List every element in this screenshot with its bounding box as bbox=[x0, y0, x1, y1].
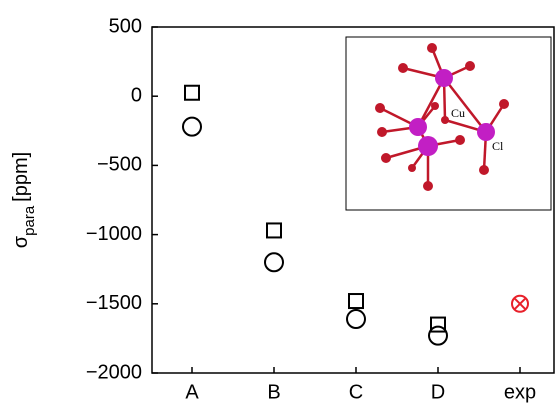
inset: Cu Cl bbox=[346, 37, 551, 210]
square-marker bbox=[185, 86, 199, 100]
y-label-unit: [ppm] bbox=[10, 152, 32, 202]
y-tick-label: 0 bbox=[131, 84, 142, 106]
square-marker bbox=[349, 294, 363, 308]
x-tick-label: A bbox=[185, 381, 199, 403]
square-marker bbox=[431, 318, 445, 332]
inset-label: Cl bbox=[492, 139, 504, 153]
x-tick-label: B bbox=[267, 381, 280, 403]
square-marker bbox=[267, 223, 281, 237]
y-tick-label: −1500 bbox=[86, 292, 142, 314]
y-tick-label: −500 bbox=[97, 154, 142, 176]
inset-frame bbox=[346, 37, 551, 210]
y-axis-label: σpara [ppm] bbox=[10, 152, 38, 248]
circle-marker bbox=[347, 310, 365, 328]
y-label-subscript: para bbox=[21, 205, 38, 236]
y-tick-label: −2000 bbox=[86, 361, 142, 383]
x-tick-label: exp bbox=[504, 381, 536, 403]
chart: σpara [ppm] Cu Cl −2000 −1500 −1000 −500 0 500… bbox=[0, 0, 555, 409]
circle-x-marker bbox=[512, 296, 528, 312]
circle-marker bbox=[183, 118, 201, 136]
x-tick-label: C bbox=[349, 381, 363, 403]
y-tick-label: −1000 bbox=[86, 223, 142, 245]
y-tick-label: 500 bbox=[109, 15, 142, 37]
circle-marker bbox=[265, 253, 283, 271]
x-tick-label: D bbox=[431, 381, 445, 403]
inset-label: Cu bbox=[451, 106, 465, 120]
y-label-symbol: σ bbox=[10, 235, 32, 248]
circle-marker bbox=[429, 327, 447, 345]
